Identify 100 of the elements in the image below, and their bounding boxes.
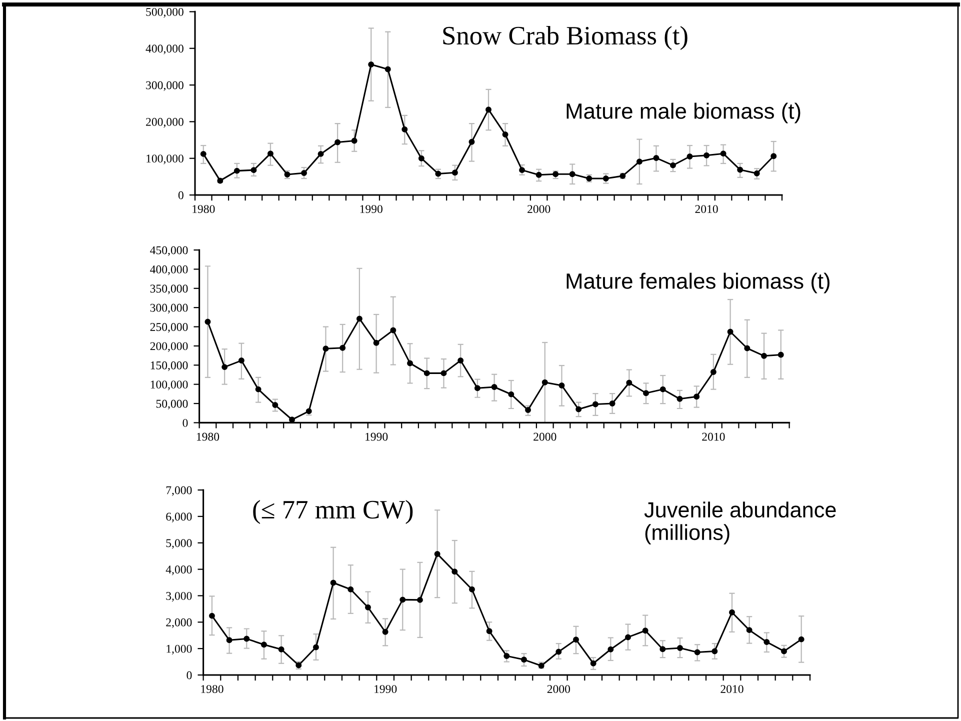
text: Mature male biomass (t) <box>566 102 800 124</box>
point <box>486 628 492 634</box>
point <box>602 176 609 182</box>
point <box>434 550 440 557</box>
y-tick-label: 150,000 <box>150 361 188 372</box>
x-tick-label: 2000 <box>547 685 570 694</box>
point <box>238 358 244 364</box>
y-tick-label: 50,000 <box>156 400 188 410</box>
point <box>364 604 371 610</box>
point <box>502 132 508 138</box>
point <box>368 62 374 68</box>
point <box>407 360 413 366</box>
point <box>519 167 526 174</box>
y-tick-label: 400,000 <box>146 44 184 54</box>
point <box>542 379 548 386</box>
point <box>625 634 631 640</box>
y-tick-label: 7,000 <box>166 486 192 496</box>
point <box>384 66 391 72</box>
point <box>677 645 683 652</box>
y-tick-label: 200,000 <box>150 342 188 352</box>
y-tick-label: 450,000 <box>150 246 188 256</box>
point <box>590 660 596 666</box>
point <box>468 138 475 145</box>
point <box>720 150 726 157</box>
point <box>468 586 475 592</box>
point <box>244 636 250 642</box>
point <box>204 318 211 325</box>
point <box>653 154 660 161</box>
y-tick-label: 100,000 <box>150 380 188 390</box>
y-tick-label: 0 <box>182 418 188 427</box>
point <box>608 646 614 652</box>
point <box>710 369 716 376</box>
point <box>255 386 262 392</box>
point <box>322 346 329 352</box>
point <box>556 648 562 655</box>
point <box>373 340 380 346</box>
y-tick-label: 300,000 <box>150 304 188 314</box>
point <box>452 568 458 575</box>
y-tick-label: 1,000 <box>166 644 192 654</box>
text: Mature females biomass (t) <box>566 272 830 294</box>
y-tick-label: 300,000 <box>146 81 184 91</box>
point <box>754 170 760 176</box>
point <box>744 345 750 352</box>
text: Juvenile abundance (millions) <box>644 502 836 544</box>
point <box>558 382 565 388</box>
point <box>351 138 358 144</box>
point <box>260 642 267 648</box>
point <box>636 158 642 165</box>
point <box>737 166 744 173</box>
point <box>686 154 693 160</box>
x-tick-label: 2000 <box>534 432 556 441</box>
point <box>390 327 396 334</box>
point <box>660 646 666 652</box>
point <box>781 648 787 654</box>
point <box>592 401 598 408</box>
y-tick-label: 5,000 <box>166 539 192 549</box>
y-tick-label: 0 <box>178 191 184 200</box>
point <box>250 167 257 174</box>
x-tick-label: 2000 <box>528 205 550 214</box>
point <box>569 171 576 178</box>
y-tick-label: 200,000 <box>146 118 184 128</box>
point <box>521 656 527 663</box>
point <box>267 150 274 157</box>
x-tick-label: 1990 <box>366 432 388 441</box>
point <box>486 106 492 113</box>
point <box>440 370 447 376</box>
point <box>609 400 616 406</box>
point <box>508 391 514 398</box>
x-tick-label: 1980 <box>201 685 224 694</box>
point <box>778 352 784 358</box>
point <box>764 638 770 645</box>
point <box>491 384 498 390</box>
x-tick-label: 2010 <box>702 432 725 441</box>
point <box>382 628 388 635</box>
point <box>222 364 228 370</box>
point <box>278 646 284 652</box>
y-tick-label: 400,000 <box>150 265 188 276</box>
point <box>643 390 649 396</box>
y-tick-label: 3,000 <box>166 592 192 602</box>
point <box>234 168 240 174</box>
point <box>770 153 777 160</box>
point <box>334 139 341 146</box>
x-tick-label: 1980 <box>192 205 215 214</box>
point <box>318 150 324 157</box>
point <box>208 612 215 619</box>
point <box>330 580 336 586</box>
point <box>694 394 700 400</box>
point <box>301 170 307 176</box>
y-tick-label: 500,000 <box>146 8 184 18</box>
point <box>694 649 700 656</box>
point <box>340 344 346 351</box>
point <box>424 370 430 376</box>
point <box>746 627 752 634</box>
point <box>435 170 442 177</box>
point <box>536 172 542 178</box>
y-tick-label: 6,000 <box>166 512 192 522</box>
point <box>626 380 632 386</box>
point <box>200 150 206 157</box>
point <box>660 386 666 392</box>
point <box>402 126 408 132</box>
